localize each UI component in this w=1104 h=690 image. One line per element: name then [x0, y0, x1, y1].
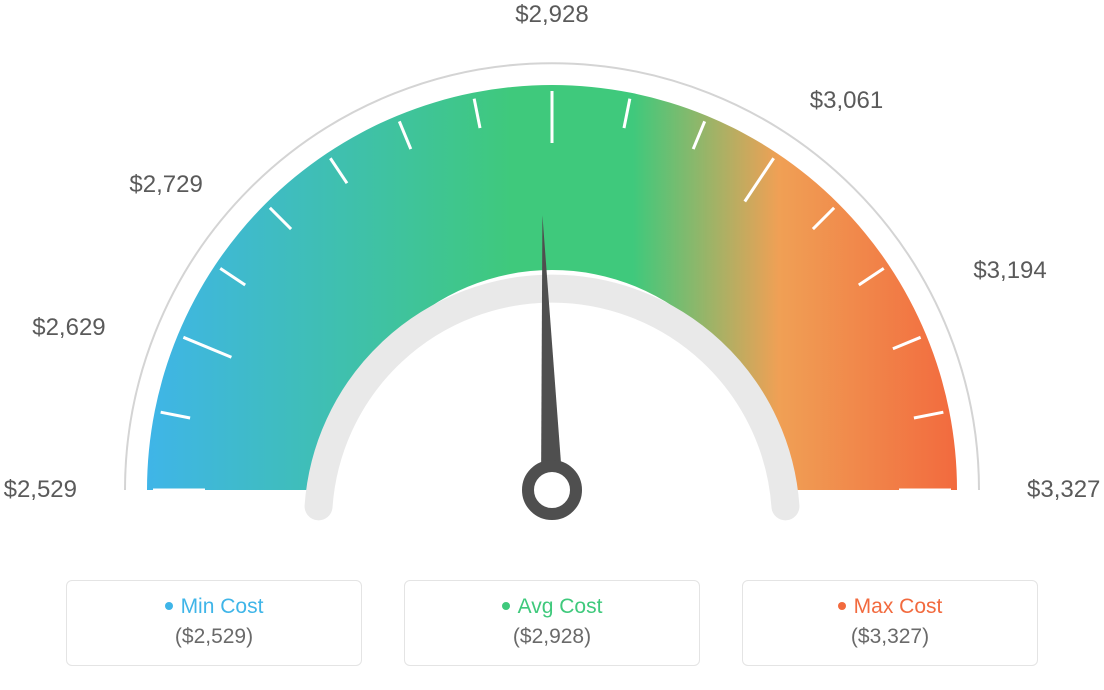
bullet-icon: [838, 602, 846, 610]
gauge-chart: $2,529 $2,629 $2,729 $2,928 $3,061 $3,194 $3,3…: [0, 0, 1104, 560]
legend-card-min: Min Cost ($2,529): [66, 580, 362, 666]
legend-title-min: Min Cost: [67, 595, 361, 619]
legend-card-max: Max Cost ($3,327): [742, 580, 1038, 666]
legend-value-avg: ($2,928): [405, 625, 699, 649]
legend-title-text: Avg Cost: [518, 595, 603, 618]
gauge-tick-label: $2,928: [515, 1, 588, 29]
gauge-tick-label: $2,729: [129, 171, 202, 199]
legend-title-max: Max Cost: [743, 595, 1037, 619]
legend-card-avg: Avg Cost ($2,928): [404, 580, 700, 666]
gauge-tick-label: $2,629: [32, 314, 105, 342]
gauge-tick-label: $2,529: [4, 476, 77, 504]
chart-container: $2,529 $2,629 $2,729 $2,928 $3,061 $3,194 $3,3…: [0, 0, 1104, 690]
gauge-tick-label: $3,061: [810, 87, 883, 115]
gauge-svg: [0, 0, 1104, 560]
legend-title-text: Min Cost: [181, 595, 264, 618]
gauge-tick-label: $3,327: [1027, 476, 1100, 504]
legend-value-max: ($3,327): [743, 625, 1037, 649]
bullet-icon: [502, 602, 510, 610]
legend-title-text: Max Cost: [854, 595, 943, 618]
legend-title-avg: Avg Cost: [405, 595, 699, 619]
bullet-icon: [165, 602, 173, 610]
legend-row: Min Cost ($2,529) Avg Cost ($2,928) Max …: [0, 580, 1104, 666]
gauge-tick-label: $3,194: [973, 257, 1046, 285]
legend-value-min: ($2,529): [67, 625, 361, 649]
